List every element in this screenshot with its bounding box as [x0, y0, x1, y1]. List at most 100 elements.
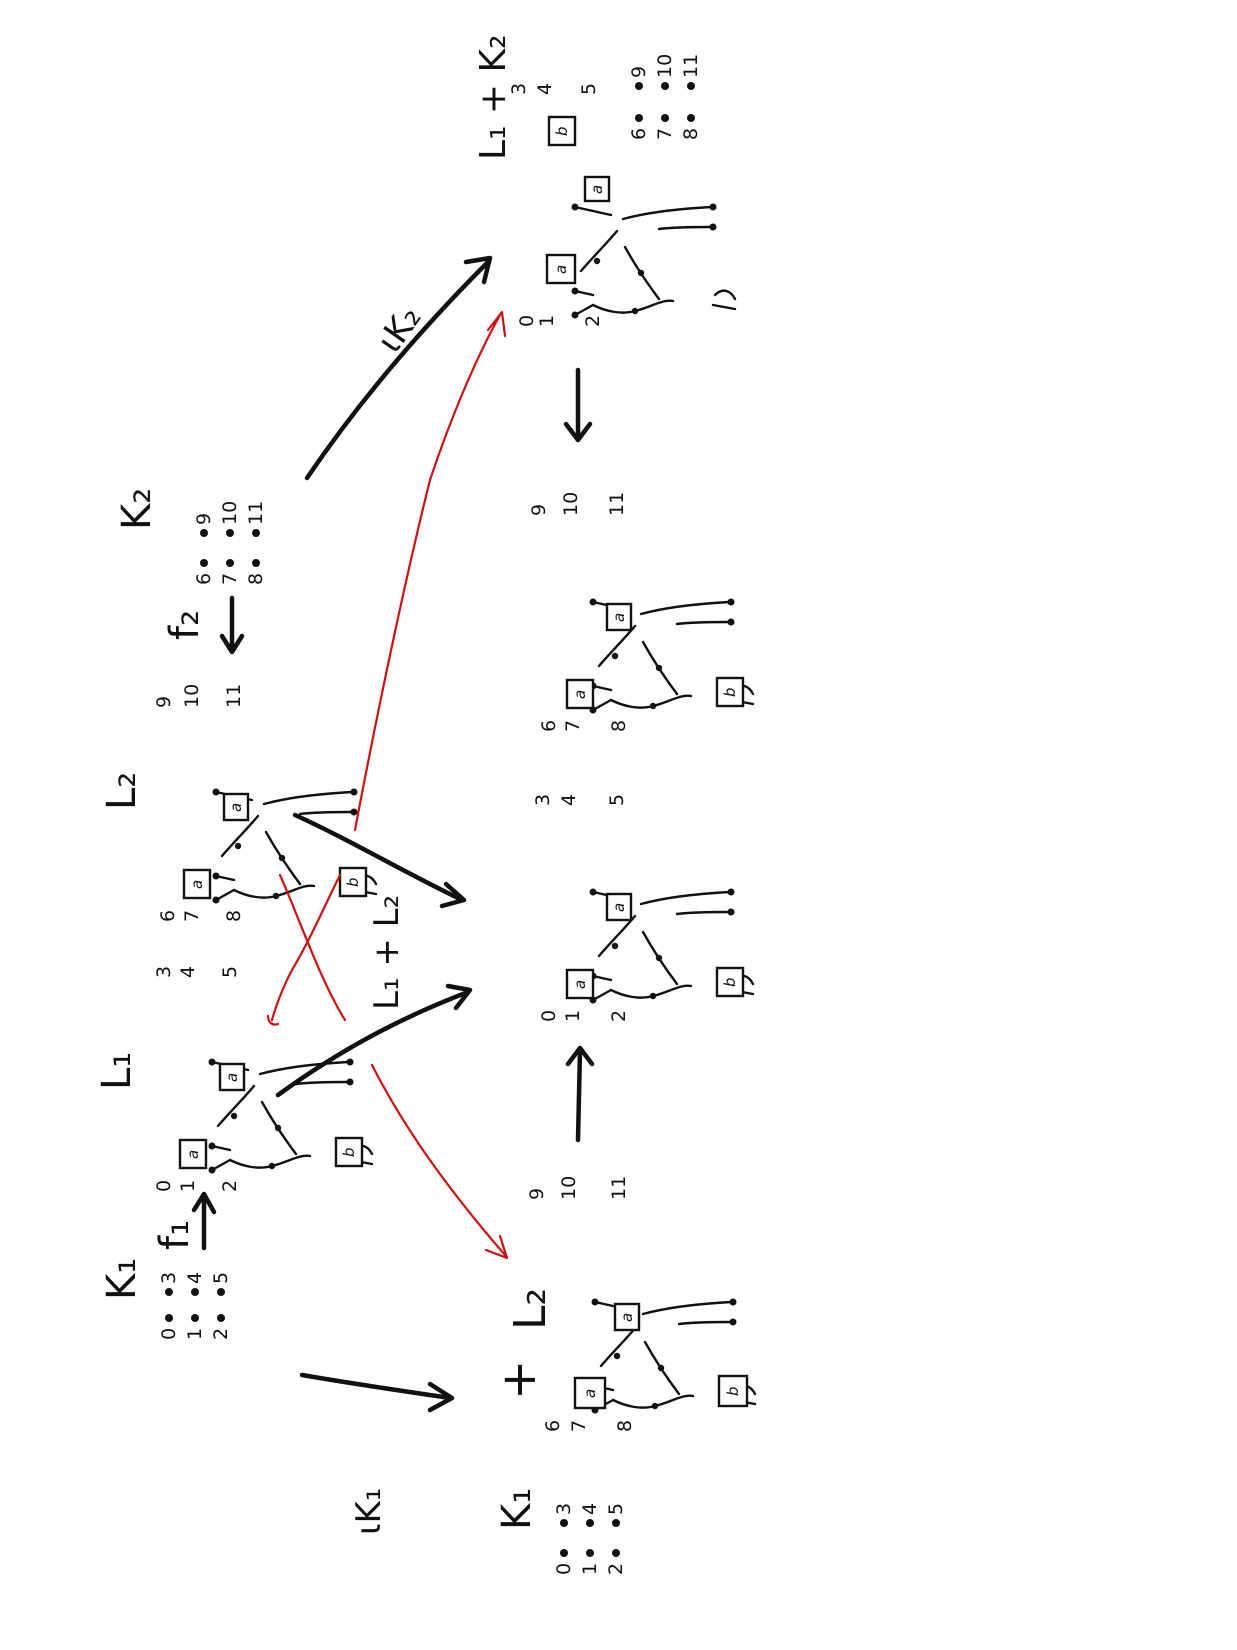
m1-node-5: 5 — [606, 794, 628, 806]
tr-box-a2-label: a — [588, 185, 606, 194]
tr-box-a-label: a — [552, 265, 570, 274]
k1-node-5: 5 — [210, 1272, 232, 1284]
l1-plus-l2-label: L₁ + L₂ — [367, 895, 407, 1010]
red-cross-1 — [278, 873, 347, 1022]
k1-node-0: 0 — [158, 1328, 180, 1340]
m2-node-10: 10 — [560, 492, 582, 516]
k1b-node-1: 1 — [579, 1563, 601, 1575]
k1b-node-0: 0 — [553, 1563, 575, 1575]
l2-box-b-label: b — [344, 877, 362, 887]
l1-box-a2-label: a — [223, 1073, 241, 1082]
l2b-box-a — [573, 1376, 607, 1410]
m2-node-11: 11 — [606, 492, 628, 516]
k1b-node-5: 5 — [605, 1503, 627, 1515]
l2b-node-10: 10 — [558, 1176, 580, 1200]
m1-box-b-label: b — [721, 977, 739, 987]
l2b-box-a2-label: a — [618, 1313, 636, 1322]
f2-label: f₂ — [162, 610, 208, 640]
red-arrow-l1-to-bottom — [370, 1063, 509, 1260]
tr-node-4: 4 — [534, 83, 556, 95]
l2-box-a2-label: a — [227, 803, 245, 812]
l2-node-11: 11 — [223, 684, 245, 708]
m2-box-b — [715, 676, 745, 708]
l1-box-a — [178, 1138, 208, 1170]
l1-plus-k2-discrete: 6 7 8 9 10 11 — [628, 54, 702, 140]
m2-box-a — [565, 678, 595, 710]
red-cross-2 — [266, 873, 342, 1026]
k1-bottom-label: K₁ — [494, 1488, 540, 1530]
tr-node-2: 2 — [582, 315, 604, 327]
k2-node-8: 8 — [245, 573, 267, 585]
m1-box-a — [565, 968, 595, 1000]
m1-node-4: 4 — [558, 794, 580, 806]
tr-box-a — [545, 253, 577, 285]
l1-label: L₁ — [94, 1052, 140, 1090]
l2-graph: a a b 6 7 8 9 10 11 — [153, 684, 378, 922]
l2b-node-9: 9 — [526, 1188, 548, 1200]
top-to-middle-arrow — [563, 367, 593, 443]
ik1-arrow — [299, 1372, 455, 1413]
l1-box-b-label: b — [340, 1147, 358, 1157]
k2-node-10: 10 — [219, 501, 241, 525]
l2-node-7: 7 — [181, 910, 203, 922]
l1-to-middle-arrow — [275, 983, 473, 1098]
tr-k2-node-9: 9 — [628, 66, 650, 78]
m1-box-b — [715, 966, 745, 998]
l2-node-9: 9 — [153, 696, 175, 708]
k2-node-7: 7 — [219, 573, 241, 585]
k2-discrete-graph: 6 7 8 9 10 11 — [193, 501, 267, 585]
k1-node-1: 1 — [184, 1328, 206, 1340]
f1-label: f₁ — [152, 1220, 198, 1250]
k2-node-6: 6 — [193, 573, 215, 585]
tr-node-0: 0 — [516, 315, 538, 327]
l1-node-4: 4 — [177, 966, 199, 978]
m1-node-1: 1 — [562, 1010, 584, 1022]
l2b-node-6: 6 — [542, 1420, 564, 1432]
tr-box-b — [547, 115, 577, 147]
l2-box-a — [182, 868, 212, 900]
l1-box-a2 — [218, 1062, 246, 1092]
k1-node-4: 4 — [184, 1272, 206, 1284]
l2-box-a-label: a — [188, 880, 206, 889]
l2b-box-a2 — [613, 1302, 641, 1332]
tr-k2-node-8: 8 — [680, 128, 702, 140]
m2-box-a-label: a — [571, 690, 589, 699]
m1-box-a-label: a — [571, 980, 589, 989]
l1-plus-k2-label: L₁ + K₂ — [473, 34, 514, 160]
k1-bottom-discrete-graph: 0 1 2 3 4 5 — [553, 1503, 627, 1575]
k1b-node-3: 3 — [553, 1503, 575, 1515]
plus-sign: + — [491, 1360, 547, 1400]
l2-node-8: 8 — [223, 910, 245, 922]
k1-discrete-graph: 0 1 2 3 4 5 — [158, 1272, 232, 1340]
m2-box-b-label: b — [721, 687, 739, 697]
tr-node-1: 1 — [536, 315, 558, 327]
l1-node-0: 0 — [153, 1180, 175, 1192]
k2-node-11: 11 — [245, 501, 267, 525]
tr-node-3: 3 — [508, 83, 530, 95]
tr-k2-node-6: 6 — [628, 128, 650, 140]
k2-label: K₂ — [114, 488, 160, 530]
k1-label: K₁ — [99, 1258, 145, 1300]
m1-box-a2-label: a — [610, 903, 628, 912]
tr-node-5: 5 — [578, 83, 600, 95]
tr-box-b-label: b — [553, 126, 571, 136]
bottom-to-middle-arrow — [565, 1045, 595, 1143]
l1-node-2: 2 — [219, 1180, 241, 1192]
l2-bottom-graph: a a b 6 7 8 9 10 11 — [526, 1176, 757, 1432]
l2b-node-11: 11 — [608, 1176, 630, 1200]
l2b-node-8: 8 — [614, 1420, 636, 1432]
l1-node-1: 1 — [177, 1180, 199, 1192]
k2-node-9: 9 — [193, 513, 215, 525]
k1-node-2: 2 — [210, 1328, 232, 1340]
l1-plus-l2-graph-a: a a b 0 1 2 3 4 5 — [532, 794, 755, 1022]
m1-node-3: 3 — [532, 794, 554, 806]
m2-node-9: 9 — [528, 504, 550, 516]
m2-node-6: 6 — [538, 720, 560, 732]
l2b-node-7: 7 — [568, 1420, 590, 1432]
l1-plus-l2-graph-b: a a b 6 7 8 9 10 11 — [528, 492, 755, 732]
l1-graph: a a b 0 1 2 3 4 5 — [153, 966, 374, 1192]
tr-box-a2 — [583, 175, 611, 203]
m2-box-a2 — [605, 602, 633, 632]
m1-box-a2 — [605, 892, 633, 922]
tr-k2-node-10: 10 — [654, 54, 676, 78]
